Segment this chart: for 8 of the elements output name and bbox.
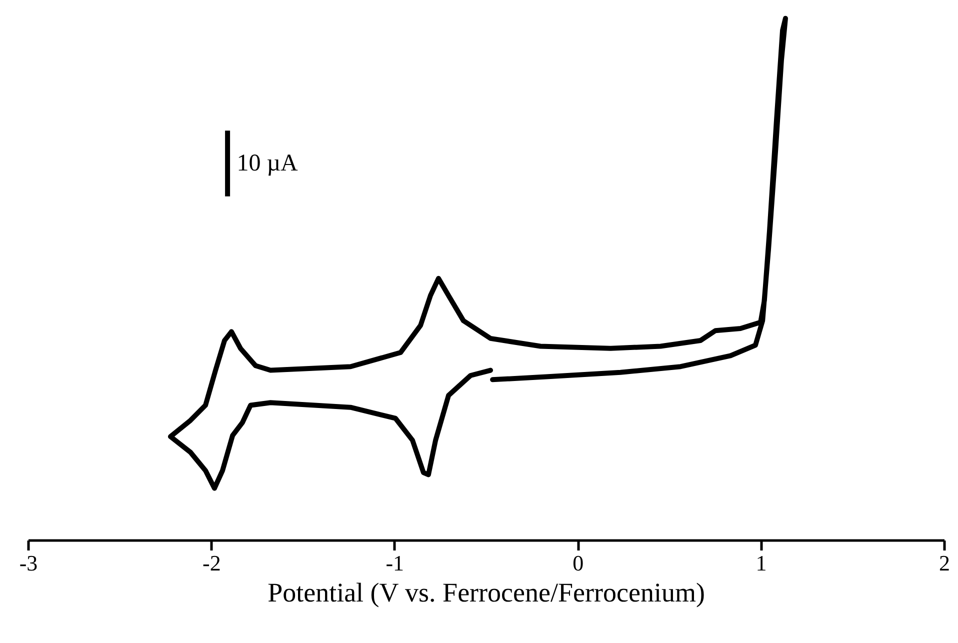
x-axis-title: Potential (V vs. Ferrocene/Ferrocenium) [268, 578, 705, 608]
x-tick-label: 1 [756, 550, 767, 576]
x-tick-label: -2 [202, 550, 221, 576]
x-tick-label: 2 [939, 550, 950, 576]
x-tick-label: -3 [19, 550, 38, 576]
annotation: 10 µA [236, 150, 299, 176]
x-tick-label: -1 [386, 550, 404, 576]
x-tick-label: 0 [572, 550, 584, 576]
